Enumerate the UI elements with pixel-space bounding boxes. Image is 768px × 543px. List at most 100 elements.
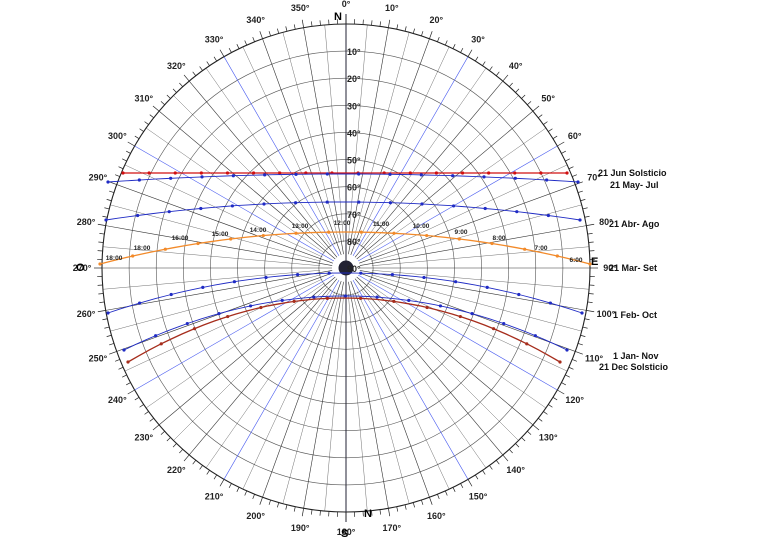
sun-path-point	[325, 296, 329, 300]
azimuth-tick	[268, 31, 271, 37]
azimuth-tick	[99, 301, 105, 304]
sun-path-point	[251, 171, 256, 175]
azimuth-radial	[134, 274, 335, 391]
azimuth-tick	[404, 26, 407, 32]
azimuth-tick	[568, 166, 574, 170]
azimuth-tick	[396, 24, 399, 30]
azimuth-tick	[379, 21, 382, 27]
azimuth-tick	[572, 359, 577, 362]
azimuth-radial	[134, 145, 335, 262]
azimuth-radial	[352, 32, 410, 243]
azimuth-tick	[252, 494, 255, 499]
azimuth-tick	[552, 397, 558, 401]
sun-path-point	[487, 171, 491, 175]
azimuth-tick	[444, 490, 448, 496]
date-label-mar: 21 Mar- Set	[609, 263, 657, 273]
sun-path-point	[458, 314, 462, 319]
azimuth-tick	[565, 374, 570, 378]
hour-label: 16:00	[172, 235, 189, 242]
azimuth-tick	[489, 465, 493, 470]
azimuth-tick	[319, 510, 321, 516]
east-label: E	[591, 256, 598, 268]
azimuth-tick	[166, 94, 171, 99]
azimuth-radial	[348, 24, 368, 243]
sun-path-point	[185, 321, 189, 326]
azimuth-radial	[124, 278, 323, 372]
sun-path-point	[482, 175, 486, 179]
azimuth-tick-ring	[94, 16, 598, 520]
azimuth-radial	[173, 286, 328, 441]
sun-path-point	[229, 237, 233, 241]
azimuth-label: 230°	[134, 433, 153, 443]
azimuth-tick	[244, 490, 248, 496]
hour-label: 7:00	[534, 245, 547, 252]
azimuth-tick	[144, 411, 149, 415]
sun-path-point	[196, 241, 200, 246]
azimuth-tick	[192, 460, 197, 465]
date-label-jan: 1 Jan- Nov	[613, 351, 659, 361]
sun-path-curves	[98, 171, 592, 364]
cardinal-labels: N S N E O	[76, 11, 598, 540]
sun-path-point	[517, 292, 521, 297]
azimuth-tick	[192, 71, 197, 76]
azimuth-tick	[109, 351, 117, 355]
hour-label: 13:00	[292, 223, 309, 230]
azimuth-tick	[277, 502, 280, 508]
azimuth-radial	[369, 164, 568, 258]
azimuth-tick	[179, 449, 183, 454]
azimuth-label: 140°	[506, 465, 525, 475]
azimuth-tick	[106, 334, 112, 337]
azimuth-radial	[364, 286, 519, 441]
azimuth-tick	[371, 20, 373, 26]
azimuth-label: 330°	[205, 34, 224, 44]
azimuth-tick	[527, 101, 532, 105]
azimuth-tick	[495, 71, 500, 76]
azimuth-tick	[388, 19, 391, 28]
azimuth-tick	[199, 66, 203, 71]
west-label: O	[76, 262, 85, 274]
azimuth-tick	[515, 443, 520, 448]
azimuth-label: 10°	[385, 3, 399, 13]
azimuth-tick	[179, 82, 183, 87]
azimuth-tick	[502, 454, 509, 462]
azimuth-label: 40°	[509, 61, 523, 71]
date-labels: 21 Jun Solsticio 21 May- Jul 21 Abr- Ago…	[598, 168, 669, 372]
sun-path-point	[294, 231, 298, 235]
sun-path-point	[217, 312, 221, 316]
azimuth-tick	[527, 431, 532, 435]
azimuth-tick	[421, 499, 424, 505]
azimuth-tick	[199, 465, 203, 470]
azimuth-radial	[352, 279, 469, 480]
hour-label: 8:00	[492, 235, 505, 242]
azimuth-tick	[118, 166, 124, 170]
sun-path-point	[225, 171, 230, 175]
azimuth-tick	[575, 351, 583, 355]
azimuth-tick	[122, 158, 127, 162]
azimuth-tick	[580, 199, 586, 202]
azimuth-tick	[588, 293, 594, 295]
azimuth-tick	[99, 232, 105, 235]
sun-path-point	[515, 210, 519, 214]
azimuth-tick	[421, 31, 424, 37]
sun-path-point	[407, 298, 411, 303]
azimuth-tick	[557, 141, 565, 147]
azimuth-radial	[348, 27, 389, 255]
sun-path-point	[138, 301, 142, 305]
sun-path-point	[343, 294, 348, 298]
date-label-jun: 21 Jun Solsticio	[598, 168, 667, 178]
azimuth-label: 70°	[587, 173, 601, 183]
hour-label: 18:00	[134, 245, 151, 252]
sun-path-point	[359, 230, 363, 234]
date-label-dec: 21 Dec Solsticio	[599, 362, 669, 372]
azimuth-tick	[139, 404, 144, 408]
sun-path-point	[294, 201, 298, 205]
azimuth-tick	[310, 509, 313, 515]
altitude-label: 80°	[347, 237, 361, 247]
azimuth-tick	[172, 88, 177, 93]
sun-path-point	[312, 295, 316, 299]
sun-path-point	[359, 296, 363, 300]
sun-path-point	[280, 298, 284, 303]
sun-path-point	[565, 348, 569, 352]
hour-label: 14:00	[250, 227, 267, 234]
azimuth-label: 320°	[167, 61, 186, 71]
